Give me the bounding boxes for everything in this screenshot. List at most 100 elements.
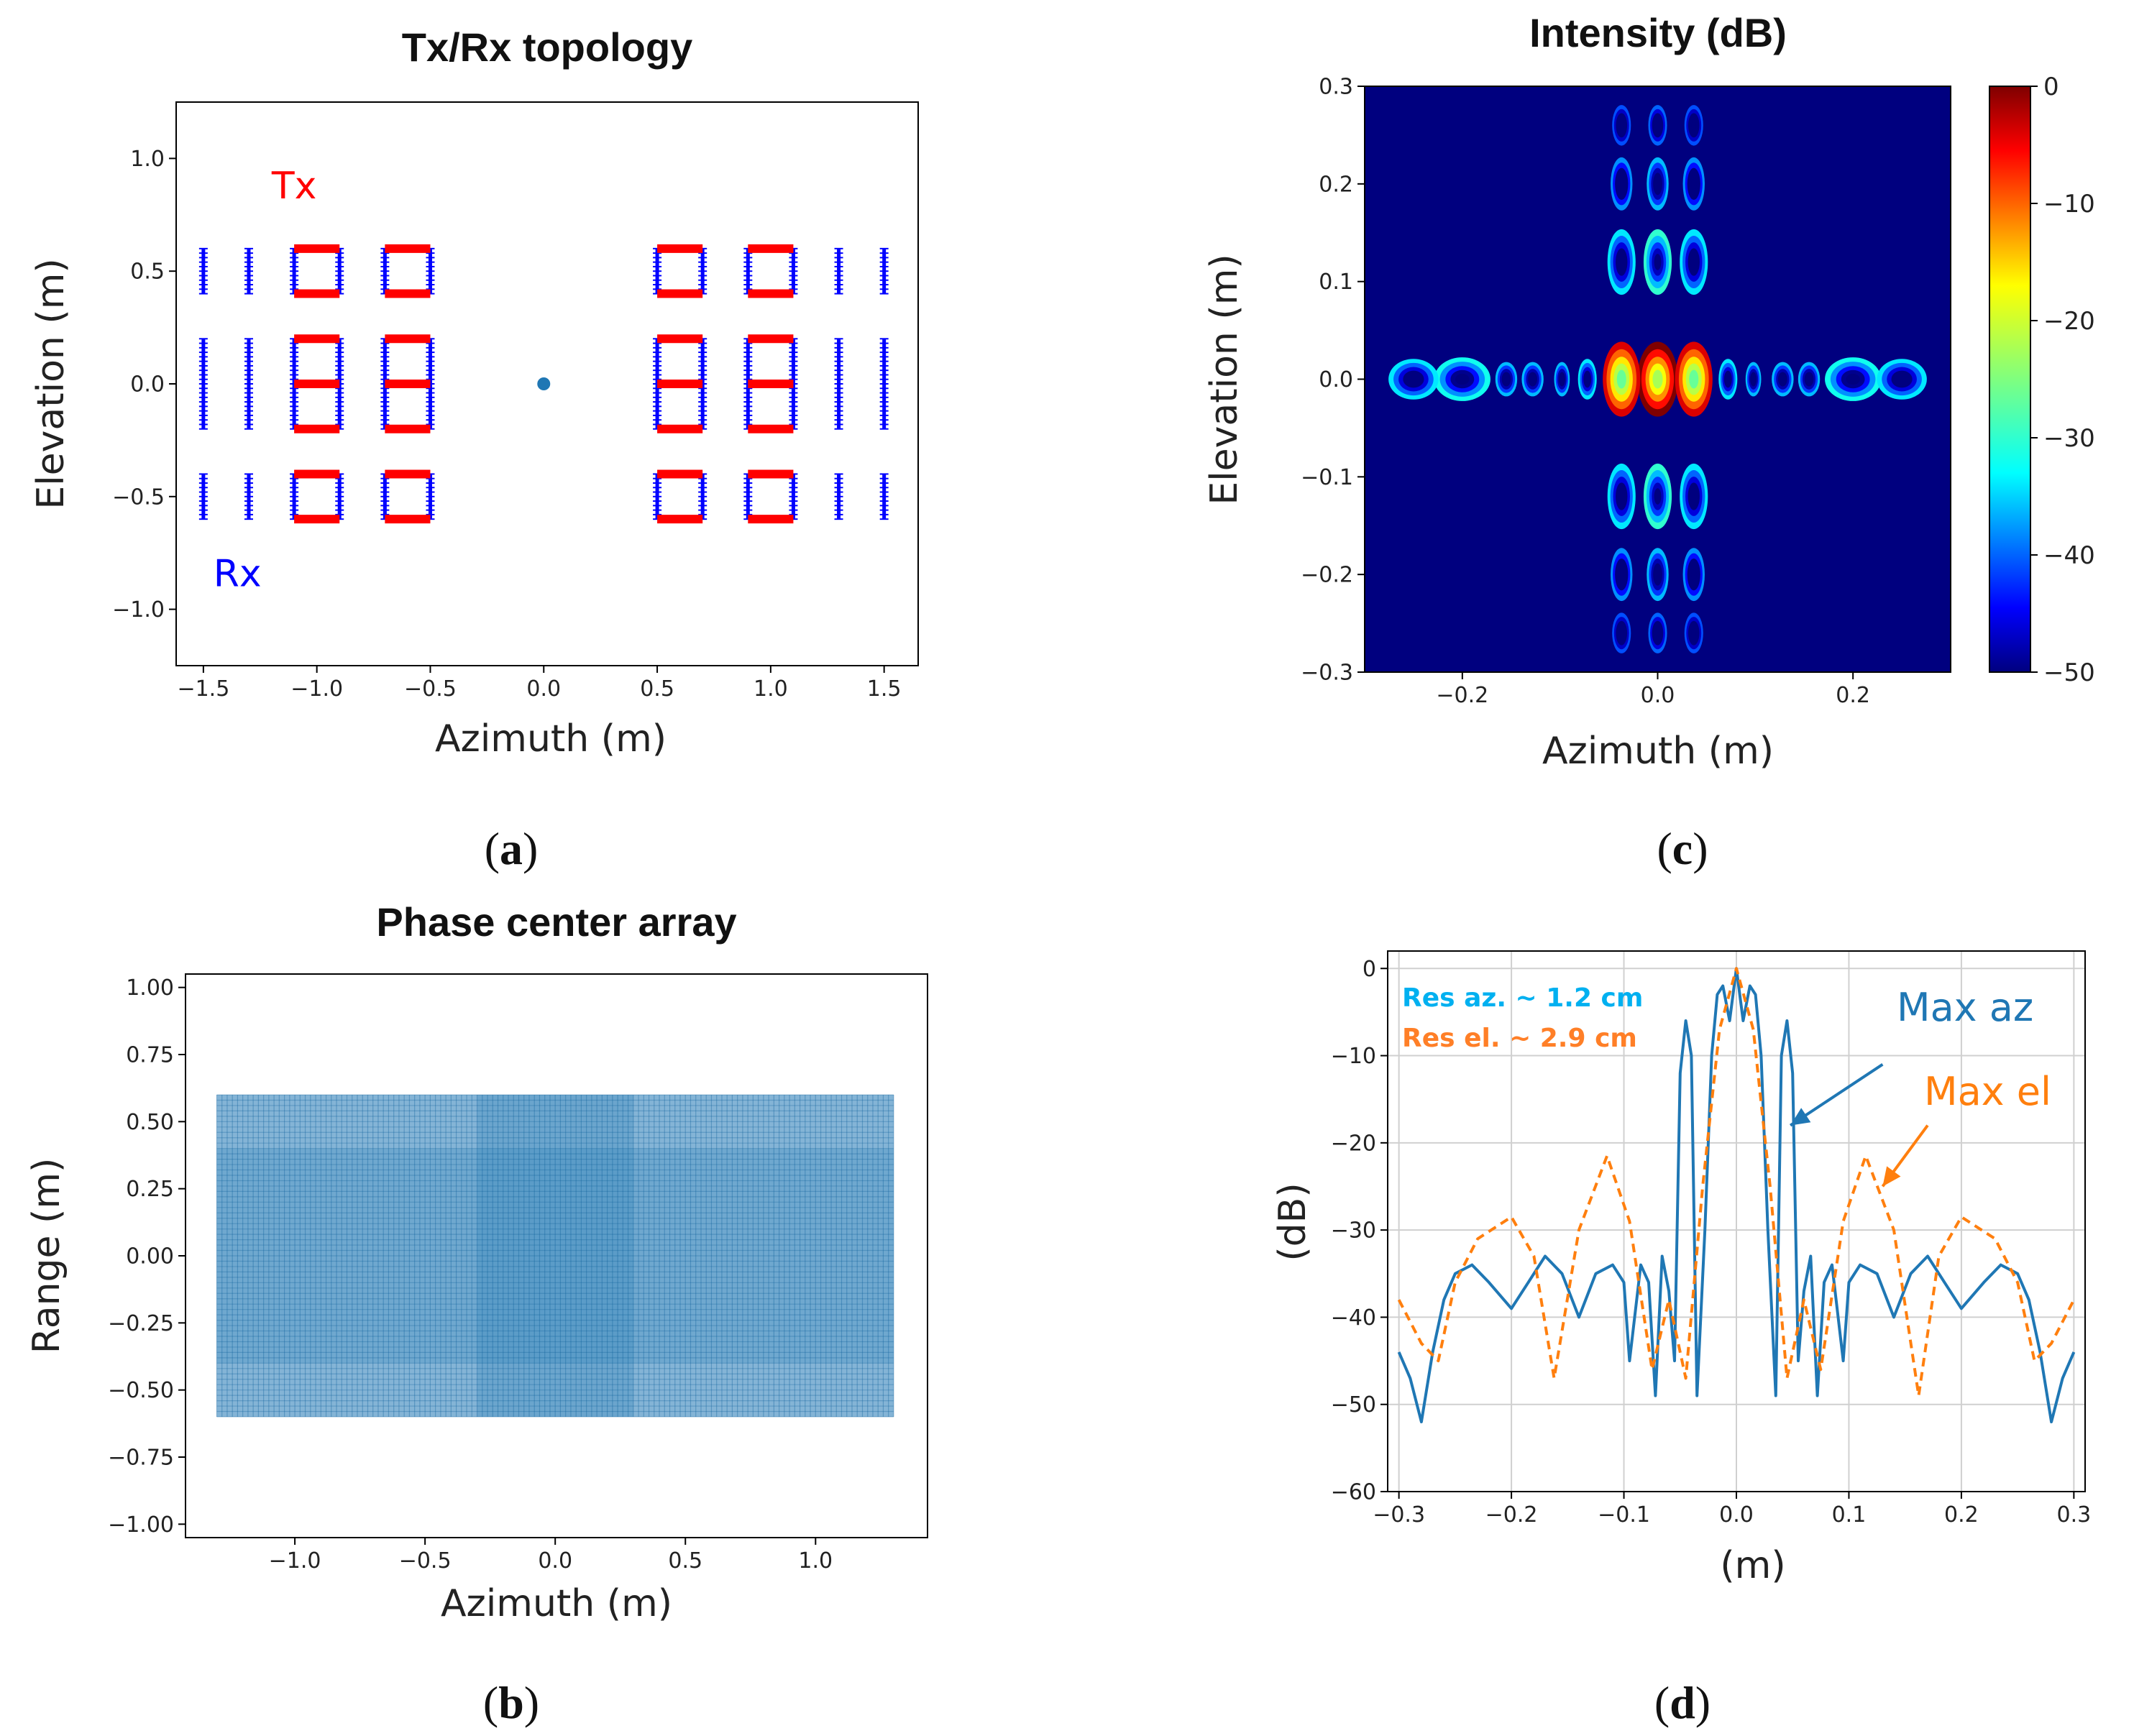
intensity-lobe	[1806, 375, 1812, 384]
panel-a-xtick-label: 1.0	[754, 676, 788, 702]
panel-d-grid	[1388, 951, 2085, 1492]
panel-b: Phase center array −1.0 −0.5 0.0 0.5 1.0−1.0…	[25, 899, 928, 1728]
colorbar	[1989, 86, 2031, 673]
panel-a-xtick-label: 1.5	[867, 676, 902, 702]
intensity-lobe	[1654, 488, 1662, 505]
subcaption-d: (d)	[1654, 1677, 1711, 1728]
panel-d-plot-area	[1397, 967, 2076, 1423]
panel-b-xtick-label: 0.5	[668, 1548, 702, 1574]
intensity-lobe	[1529, 375, 1536, 384]
intensity-lobe	[1618, 120, 1624, 131]
panel-b-ytick-label: 0.75	[126, 1043, 174, 1068]
panel-a-plot-area	[198, 244, 889, 524]
panel-c-plot-area	[1388, 105, 1927, 653]
intensity-lobe	[1503, 375, 1509, 384]
panel-a-xtick-label: −0.5	[404, 676, 457, 702]
intensity-lobe	[1407, 374, 1420, 385]
panel-b-title: Phase center array	[376, 899, 736, 945]
annotation-res-el: Res el. ~ 2.9 cm	[1402, 1024, 1637, 1053]
panel-a-xtick-label: 0.5	[640, 676, 674, 702]
colorbar-ticks: 0 −10 −20 −30 −40 −50	[2030, 73, 2095, 687]
phase-center-base	[216, 1095, 894, 1417]
panel-d-ytick-label: −30	[1331, 1218, 1376, 1244]
panel-b-ytick-label: −0.25	[108, 1311, 174, 1336]
intensity-lobe	[1652, 369, 1663, 389]
colorbar-tick-label: −10	[2043, 190, 2095, 219]
panel-a-xtick-label: 0.0	[526, 676, 561, 702]
panel-b-xtick-label: 0.0	[538, 1548, 572, 1574]
intensity-lobe	[1846, 373, 1860, 385]
panel-b-ytick-label: −0.75	[108, 1446, 174, 1471]
subcaption-d-letter: d	[1670, 1677, 1695, 1728]
annotation-tx: Tx	[271, 165, 317, 208]
panel-d-ylabel: (dB)	[1271, 1182, 1314, 1261]
colorbar-tick-label: −50	[2043, 658, 2095, 687]
panel-d-arrows	[1789, 1063, 1929, 1188]
colorbar-tick-label: −20	[2043, 307, 2095, 336]
intensity-lobe	[1618, 567, 1625, 582]
panel-b-ticks: −1.0 −0.5 0.0 0.5 1.0 −1.00 −0.75 −0.50 −0.25 0.0…	[108, 975, 833, 1574]
colorbar-tick-label: −40	[2043, 541, 2095, 570]
panel-a-ytick-label: 1.0	[130, 147, 165, 172]
panel-c-ytick-label: 0.2	[1319, 172, 1353, 197]
intensity-lobe	[1780, 375, 1786, 384]
panel-c-ticks: −0.2 0.0 0.2 −0.3 −0.2 −0.1 0.0 0.1 0.2 0.3	[1301, 75, 1870, 709]
intensity-lobe	[1618, 177, 1625, 191]
panel-b-plot-area	[216, 1094, 894, 1418]
panel-c-ylabel: Elevation (m)	[1203, 254, 1246, 505]
panel-d-xtick-label: 0.2	[1944, 1502, 1979, 1528]
arrow-max-el-head	[1882, 1166, 1901, 1187]
panel-a-xtick-label: −1.0	[290, 676, 343, 702]
panel-d-xlabel: (m)	[1720, 1544, 1785, 1587]
panel-a-title: Tx/Rx topology	[402, 24, 692, 70]
panel-c-xlabel: Azimuth (m)	[1542, 730, 1774, 773]
panel-b-xtick-label: 1.0	[798, 1548, 833, 1574]
intensity-lobe	[1616, 369, 1626, 389]
phase-center-dense-band	[216, 1148, 894, 1364]
panel-b-xtick-label: −1.0	[269, 1548, 321, 1574]
panel-c-ytick-label: −0.2	[1301, 563, 1353, 588]
colorbar-tick-label: −30	[2043, 424, 2095, 453]
panel-a-ytick-label: 0.0	[130, 372, 165, 398]
annotation-rx: Rx	[214, 552, 262, 595]
panel-b-ytick-label: −0.50	[108, 1378, 174, 1403]
panel-b-xtick-label: −0.5	[399, 1548, 452, 1574]
intensity-lobe	[1690, 488, 1698, 505]
intensity-lobe	[1618, 628, 1624, 638]
annotation-res-az: Res az. ~ 1.2 cm	[1402, 983, 1643, 1013]
intensity-lobe	[1654, 254, 1662, 270]
intensity-lobe	[1654, 567, 1661, 582]
panel-d-xtick-label: 0.1	[1832, 1502, 1867, 1528]
panel-d-xtick-label: −0.3	[1373, 1502, 1425, 1528]
panel-b-xlabel: Azimuth (m)	[441, 1582, 672, 1625]
panel-d-xtick-label: 0.0	[1719, 1502, 1754, 1528]
panel-a-ytick-label: −0.5	[112, 484, 165, 510]
panel-c-ytick-label: 0.3	[1319, 75, 1353, 100]
panel-d: −0.3 −0.2 −0.1 0.0 0.1 0.2 0.3 0 −10 −20 −30 −40 −50…	[1271, 950, 2091, 1728]
subcaption-a-letter: a	[500, 823, 523, 874]
annotation-max-az: Max az	[1897, 985, 2033, 1030]
panel-d-ytick-label: −40	[1331, 1305, 1376, 1331]
subcaption-a: (a)	[485, 823, 539, 874]
panel-b-ytick-label: 1.00	[126, 975, 174, 1001]
panel-d-xtick-label: −0.2	[1485, 1502, 1538, 1528]
panel-a-ytick-label: −1.0	[112, 597, 165, 623]
intensity-lobe	[1655, 120, 1660, 131]
panel-a-xlabel: Azimuth (m)	[435, 717, 667, 761]
panel-c-xtick-label: 0.0	[1641, 683, 1675, 708]
intensity-lobe	[1618, 254, 1626, 270]
intensity-lobe	[1895, 374, 1908, 385]
subcaption-b-letter: b	[498, 1677, 524, 1728]
subcaption-c: (c)	[1657, 823, 1708, 874]
panel-c-ytick-label: −0.3	[1301, 661, 1353, 686]
panel-d-xtick-label: 0.3	[2056, 1502, 2091, 1528]
panel-a: Tx/Rx topology −1.5 −1.0 −0.5 0.0 0.5 1.0 1.5−…	[29, 24, 919, 874]
intensity-lobe	[1618, 488, 1626, 505]
panel-c-ytick-label: 0.0	[1319, 367, 1353, 392]
panel-d-ytick-label: −20	[1331, 1131, 1376, 1156]
panel-c-xtick-label: 0.2	[1836, 683, 1870, 708]
intensity-lobe	[1560, 375, 1565, 384]
panel-d-ytick-label: −10	[1331, 1044, 1376, 1069]
panel-d-xtick-label: −0.1	[1598, 1502, 1650, 1528]
panel-c-ytick-label: 0.1	[1319, 270, 1353, 295]
